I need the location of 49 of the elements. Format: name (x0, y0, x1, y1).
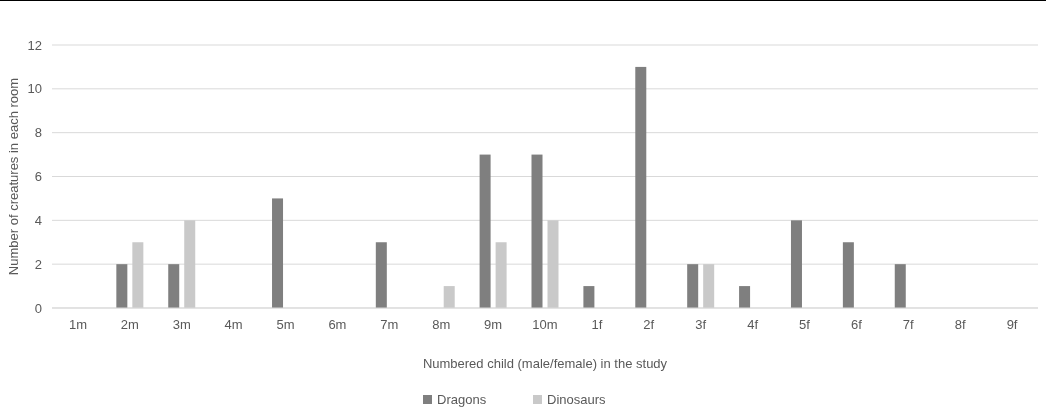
x-tick-label: 2f (643, 317, 655, 332)
x-tick-label: 4m (224, 317, 243, 332)
bar (443, 286, 455, 308)
bar (116, 264, 128, 308)
bar (184, 220, 196, 308)
x-tick-label: 1f (591, 317, 603, 332)
y-tick-label: 12 (27, 37, 42, 53)
x-tick-label: 9m (484, 317, 503, 332)
y-tick-label: 4 (34, 212, 42, 228)
bar (272, 198, 284, 308)
x-tick-label: 7f (902, 317, 915, 332)
bar (531, 154, 543, 308)
x-tick-label: 3f (695, 317, 707, 332)
bar (132, 242, 144, 308)
x-tick-label: 6f (850, 317, 863, 332)
bar (635, 66, 647, 308)
x-tick-label: 8f (954, 317, 966, 332)
bar (168, 264, 180, 308)
bar (790, 220, 802, 308)
x-tick-label: 2m (120, 317, 139, 332)
x-tick-label: 7m (380, 317, 399, 332)
x-tick-label: 5f (799, 317, 811, 332)
bar (739, 286, 751, 308)
legend-label: Dinosaurs (547, 392, 607, 407)
bar (894, 264, 906, 308)
x-tick-label: 5m (276, 317, 295, 332)
bar (687, 264, 699, 308)
x-tick-label: 8m (432, 317, 451, 332)
y-tick-label: 8 (34, 125, 42, 141)
bar (375, 242, 387, 308)
y-tick-label: 6 (34, 169, 42, 185)
x-tick-label: 6m (328, 317, 347, 332)
bar (479, 154, 491, 308)
bar (547, 220, 559, 308)
x-tick-label: 3m (172, 317, 191, 332)
x-tick-label: 10m (532, 317, 558, 332)
y-tick-label: 10 (27, 81, 42, 97)
bar (583, 286, 595, 308)
y-tick-label: 0 (34, 300, 42, 316)
x-tick-label: 1m (68, 317, 87, 332)
legend-label: Dragons (437, 392, 487, 407)
bar (703, 264, 715, 308)
x-axis-title: Numbered child (male/female) in the study (422, 356, 668, 371)
bar (842, 242, 854, 308)
bar (495, 242, 507, 308)
x-tick-label: 9f (1006, 317, 1018, 332)
x-tick-label: 4f (747, 317, 759, 332)
y-tick-label: 2 (34, 256, 42, 272)
y-axis-title: Number of creatures in each room (6, 77, 21, 276)
